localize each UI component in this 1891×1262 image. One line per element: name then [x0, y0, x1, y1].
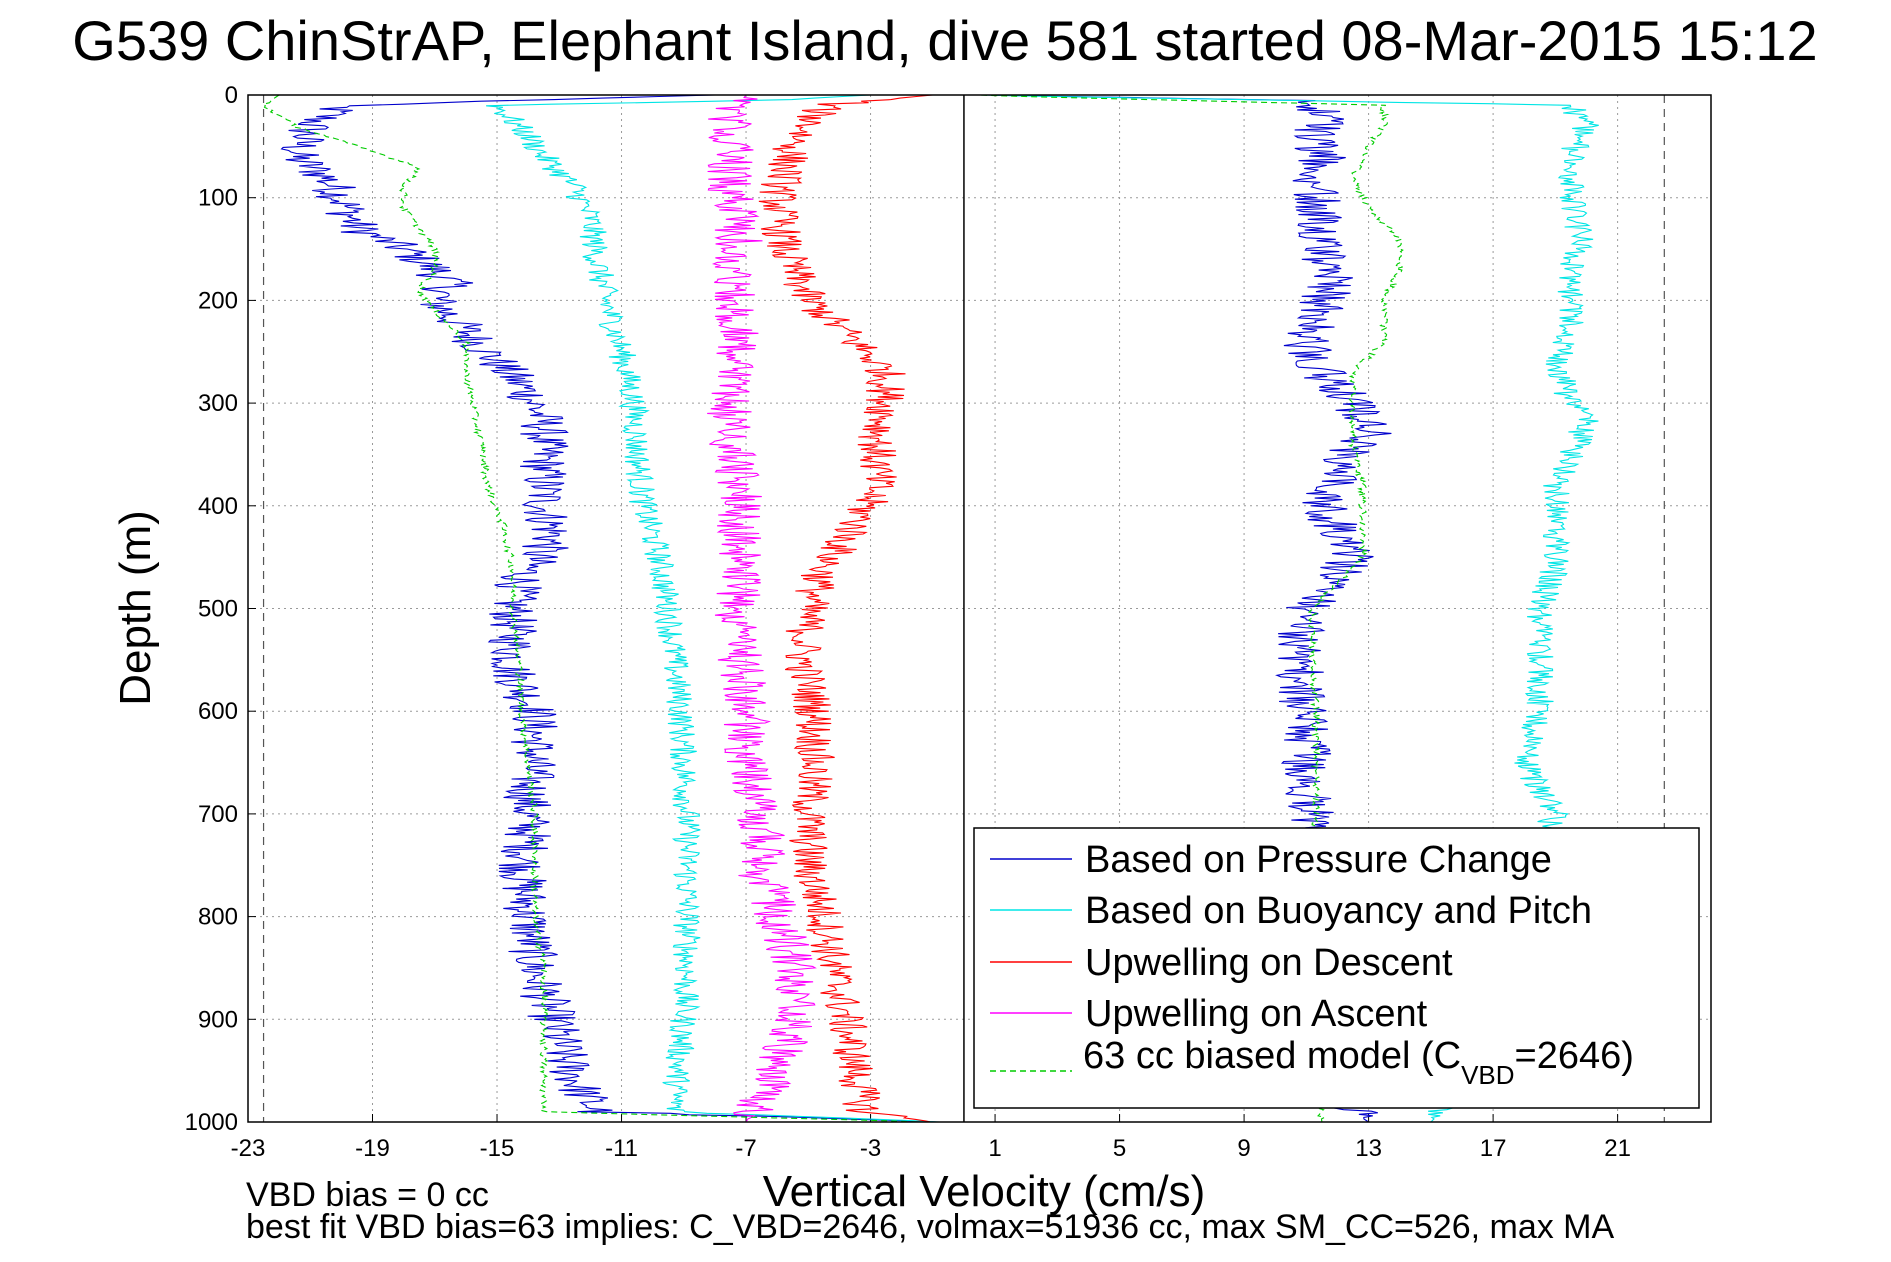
legend-label-model-sub: VBD: [1461, 1060, 1514, 1090]
legend: Based on Pressure Change Based on Buoyan…: [973, 827, 1700, 1109]
y-tick-label: 600: [198, 698, 238, 725]
legend-label-model: 63 cc biased model (CVBD=2646): [1083, 1035, 1634, 1090]
series-1-descent-line: [486, 95, 949, 1122]
series-0-descent-line: [280, 95, 949, 1122]
x-tick-label: 13: [1355, 1135, 1382, 1162]
x-tick-label: 17: [1480, 1135, 1507, 1162]
x-tick-label: -23: [231, 1135, 266, 1162]
legend-label-buoyancy: Based on Buoyancy and Pitch: [1085, 890, 1592, 932]
chart-title: G539 ChinStrAP, Elephant Island, dive 58…: [72, 9, 1817, 72]
y-tick-label: 200: [198, 287, 238, 314]
y-tick-label: 700: [198, 801, 238, 828]
y-tick-label: 0: [225, 82, 238, 109]
legend-box: [973, 827, 1700, 1109]
legend-label-ascent: Upwelling on Ascent: [1085, 993, 1428, 1035]
x-tick-label: -19: [355, 1135, 390, 1162]
x-tick-label: 5: [1113, 1135, 1126, 1162]
vbd-bias-note: VBD bias = 0 cc: [246, 1176, 489, 1214]
legend-label-pressure: Based on Pressure Change: [1085, 839, 1552, 881]
x-tick-label: 21: [1604, 1135, 1631, 1162]
y-tick-label: 500: [198, 596, 238, 623]
legend-label-model-main: 63 cc biased model (C: [1083, 1035, 1461, 1077]
y-tick-label: 900: [198, 1006, 238, 1033]
y-tick-label: 800: [198, 904, 238, 931]
y-tick-label: 300: [198, 390, 238, 417]
y-axis-label: Depth (m): [111, 510, 160, 706]
x-tick-labels: -23 -19 -15 -11 -7 -3 1 5 9 13 17 21: [231, 1135, 1631, 1162]
series-2-descent-line: [758, 95, 933, 1122]
series-4-descent-line: [262, 95, 933, 1122]
y-tick-label: 100: [198, 185, 238, 212]
x-tick-label: 9: [1237, 1135, 1250, 1162]
series-3-descent-line: [707, 95, 817, 1122]
best-fit-note: best fit VBD bias=63 implies: C_VBD=2646…: [246, 1208, 1615, 1246]
y-tick-label: 400: [198, 493, 238, 520]
plot-frame: [247, 94, 1712, 1123]
x-tick-label: 1: [988, 1135, 1001, 1162]
y-tick-labels: 0 100 200 300 400 500 600 700 800 900 1000: [185, 82, 238, 1136]
y-tick-label: 1000: [185, 1109, 238, 1136]
x-tick-label: -15: [480, 1135, 515, 1162]
x-tick-label: -11: [605, 1135, 638, 1162]
x-tick-label: -7: [735, 1135, 756, 1162]
legend-label-model-tail: =2646): [1515, 1035, 1634, 1077]
x-tick-label: -3: [860, 1135, 881, 1162]
legend-label-descent: Upwelling on Descent: [1085, 942, 1453, 984]
x-axis-label: Vertical Velocity (cm/s): [763, 1167, 1206, 1216]
